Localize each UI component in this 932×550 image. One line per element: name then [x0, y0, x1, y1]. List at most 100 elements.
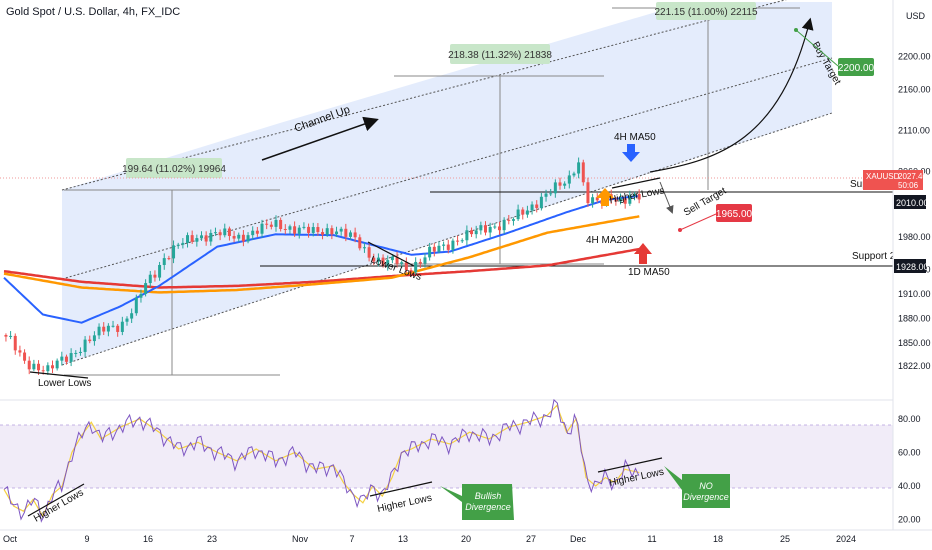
time-tick-label: 11 — [647, 534, 656, 544]
candle-body — [153, 274, 157, 278]
candle-body — [479, 225, 483, 231]
candle-body — [311, 227, 315, 233]
candle-body — [102, 326, 106, 332]
time-tick-label: Oct — [3, 534, 18, 544]
candle-body — [400, 262, 404, 264]
candle-body — [209, 232, 213, 242]
lower-lows-2-line — [367, 241, 415, 267]
candle-body — [218, 232, 222, 236]
ma50-1d-arrow-icon — [634, 243, 652, 264]
candle-body — [595, 197, 599, 201]
candle-body — [41, 370, 45, 372]
price-axis[interactable]: USD 2200.002160.002110.002060.001980.001… — [863, 0, 932, 530]
last-price-badge — [863, 170, 923, 190]
time-tick-label: 20 — [461, 534, 471, 544]
rsi-line — [3, 398, 640, 523]
candle-body — [563, 183, 567, 186]
candle-body — [511, 219, 515, 221]
candle-body — [446, 244, 450, 250]
candle-body — [32, 363, 36, 370]
candle-body — [470, 230, 474, 235]
candle-body — [581, 162, 585, 183]
candle-body — [83, 339, 87, 352]
candle-body — [586, 182, 590, 204]
candle-body — [190, 235, 194, 242]
candle-body — [404, 262, 408, 271]
candle-body — [167, 258, 171, 260]
candle-body — [395, 256, 399, 264]
candle-body — [493, 226, 497, 228]
candle-body — [633, 194, 636, 196]
candle-body — [46, 365, 50, 372]
ma200-4h-label: 4H MA200 — [586, 235, 634, 246]
rsi-pane — [0, 398, 932, 523]
no-divergence-text-2: Divergence — [683, 492, 729, 502]
candle-body — [437, 245, 441, 252]
candle-body — [139, 293, 143, 298]
candle-body — [423, 257, 427, 264]
candle-body — [23, 352, 27, 361]
ma50-4h-arrow-icon — [622, 144, 640, 162]
price-tick-label: 2160.00 — [898, 84, 931, 94]
candle-body — [432, 246, 436, 252]
candle-body — [172, 245, 176, 259]
candle-body — [428, 246, 432, 258]
channel-middle-line — [61, 57, 833, 280]
candle-body — [628, 195, 632, 204]
candle-body — [567, 175, 571, 184]
buy-target-price: 2200.00 — [838, 63, 875, 74]
candle-body — [390, 256, 394, 261]
rsi-higher-lows-1-line — [27, 483, 85, 517]
bullish-divergence-callout — [440, 484, 514, 520]
time-axis[interactable]: Oct 9 16 23 Nov 7 13 20 27 Dec 11 18 25 2024 — [0, 529, 932, 544]
candle-body — [539, 196, 543, 208]
candle-body — [232, 235, 236, 239]
sell-target-price: 1965.00 — [716, 209, 753, 220]
candle-body — [181, 242, 185, 245]
candle-body — [502, 219, 506, 231]
measure-3-label: 221.15 (11.00%) 22115 — [654, 7, 757, 18]
sell-target-dot — [678, 228, 682, 232]
ma50-1d-line — [3, 247, 640, 289]
candle-body — [288, 226, 292, 230]
candle-body — [558, 182, 562, 186]
candle-body — [623, 198, 627, 204]
candle-body — [460, 240, 464, 242]
candle-body — [362, 247, 366, 249]
time-tick-label: 2024 — [836, 534, 856, 544]
channel-lower-line — [61, 112, 833, 366]
candle-body — [488, 226, 492, 233]
candle-body — [246, 235, 250, 242]
candle-body — [321, 232, 325, 235]
ma200-4h-line — [3, 215, 640, 294]
candle-body — [255, 230, 259, 234]
time-tick-label: 25 — [780, 534, 790, 544]
candle-body — [525, 210, 529, 215]
candle-body — [60, 356, 64, 361]
candle-body — [106, 325, 110, 332]
candle-body — [195, 238, 199, 242]
candle-body — [414, 261, 418, 273]
measure-2-box — [450, 44, 550, 64]
rsi-tick-label: 20.00 — [898, 515, 921, 525]
rsi-band — [0, 425, 893, 488]
candle-body — [549, 193, 553, 195]
ma200-4h-arrow-icon — [596, 188, 614, 206]
candle-body — [544, 193, 548, 197]
candle-body — [227, 228, 231, 236]
candle-body — [497, 226, 501, 231]
measure-3-box — [656, 2, 756, 20]
price-tick-label: 1822.00 — [898, 361, 931, 371]
bullish-divergence-text-2: Divergence — [465, 502, 511, 512]
time-tick-label: 18 — [713, 534, 723, 544]
support-2-badge — [894, 259, 926, 273]
ma50-4h-line — [3, 194, 640, 324]
candle-body — [367, 247, 371, 258]
candle-body — [9, 335, 13, 337]
candle-body — [614, 199, 618, 202]
time-tick-label: 13 — [398, 534, 408, 544]
rsi-ma-line — [3, 404, 640, 518]
candle-body — [335, 231, 339, 235]
time-tick-label: 7 — [349, 534, 354, 544]
